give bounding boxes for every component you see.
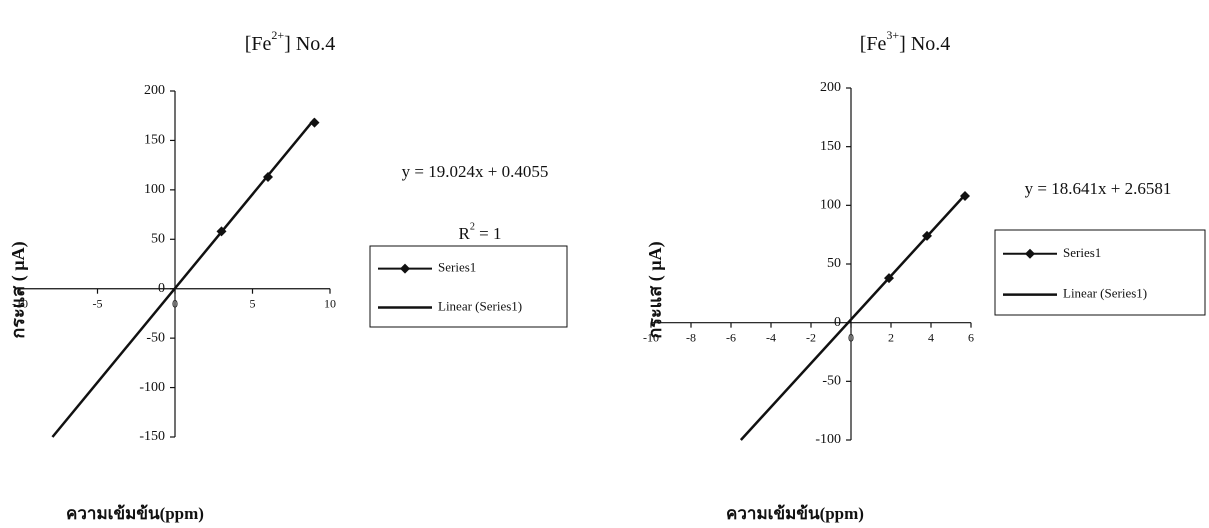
text-part: [Fe — [860, 33, 887, 55]
y-tick-label: 100 — [820, 198, 841, 213]
y-tick-label: 150 — [144, 133, 165, 148]
point — [884, 273, 894, 284]
legend-label: Linear (Series1) — [438, 299, 522, 314]
text-part: R — [458, 224, 470, 243]
legend-box — [369, 245, 568, 328]
x-tick-label: -6 — [726, 330, 736, 344]
r-squared: R2 = 1 — [458, 222, 501, 243]
legend-marker — [400, 263, 410, 274]
chart-title: [Fe3+] No.4 — [860, 28, 951, 55]
y-tick-label: 0 — [158, 281, 165, 296]
trendline — [51, 118, 316, 438]
text-part: ] No.4 — [899, 33, 950, 55]
point — [263, 172, 273, 183]
chart-title: [Fe2+] No.4 — [245, 28, 336, 55]
x-tick-label: 0 — [172, 296, 178, 310]
y-axis-title: กระแส ( µA) — [645, 241, 666, 338]
x-tick-label: 6 — [968, 330, 974, 344]
x-axis-title: ความเข้มข้น(ppm) — [66, 504, 204, 523]
trendline — [739, 194, 966, 441]
legend-box — [994, 229, 1206, 316]
y-tick-label: 200 — [144, 83, 165, 98]
y-tick-label: -50 — [822, 374, 841, 389]
y-tick-label: 50 — [827, 256, 841, 271]
x-tick-label: -5 — [93, 296, 103, 310]
point — [216, 226, 227, 237]
point — [922, 230, 932, 241]
legend-label: Linear (Series1) — [1063, 286, 1147, 301]
x-tick-label: 10 — [324, 296, 336, 310]
x-axis-title: ความเข้มข้น(ppm) — [726, 504, 864, 523]
x-tick-label: 5 — [250, 296, 256, 310]
text-part: ] No.4 — [284, 33, 335, 55]
text-part: = 1 — [475, 224, 502, 243]
y-tick-label: 0 — [834, 315, 841, 330]
y-tick-label: -50 — [146, 330, 165, 345]
x-tick-label: -4 — [766, 330, 776, 344]
point — [960, 190, 970, 201]
y-tick-label: -150 — [139, 429, 165, 444]
superscript: 2+ — [271, 28, 284, 42]
legend-label: Series1 — [1063, 245, 1101, 260]
x-tick-label: 4 — [928, 330, 934, 344]
equation: y = 19.024x + 0.4055 — [402, 162, 549, 181]
y-tick-label: -100 — [139, 380, 165, 395]
legend-label: Series1 — [438, 260, 476, 275]
y-axis-title: กระแส ( µA) — [8, 241, 29, 338]
x-tick-label: 0 — [848, 330, 854, 344]
x-tick-label: -8 — [686, 330, 696, 344]
legend-marker — [1025, 248, 1035, 259]
y-tick-label: -100 — [815, 432, 841, 447]
x-tick-label: -2 — [806, 330, 816, 344]
x-tick-label: -10 — [643, 330, 659, 344]
x-tick-label: 2 — [888, 330, 894, 344]
point — [309, 117, 320, 128]
text-part: [Fe — [245, 33, 272, 55]
y-tick-label: 200 — [820, 80, 841, 95]
x-tick-label: -10 — [12, 296, 28, 310]
equation: y = 18.641x + 2.6581 — [1025, 179, 1172, 198]
superscript: 3+ — [886, 28, 899, 42]
superscript: 2 — [470, 222, 475, 233]
y-tick-label: 150 — [820, 139, 841, 154]
y-tick-label: 100 — [144, 182, 165, 197]
y-tick-label: 50 — [151, 232, 165, 247]
